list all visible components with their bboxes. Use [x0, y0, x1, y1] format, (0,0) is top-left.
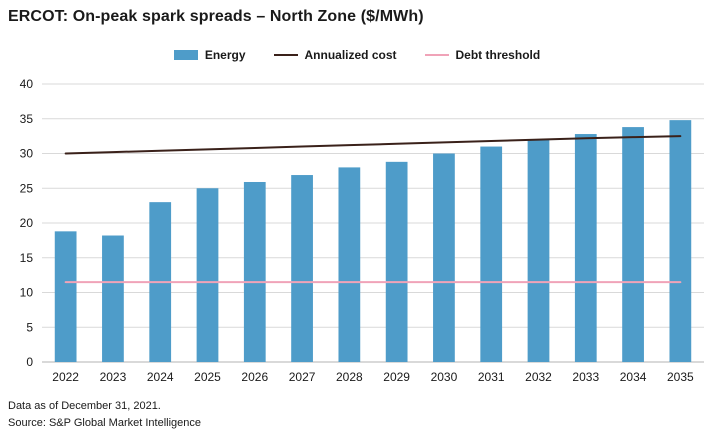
- legend-label-energy: Energy: [204, 48, 246, 62]
- y-tick-label: 20: [20, 216, 34, 230]
- chart-footer: Data as of December 31, 2021. Source: S&…: [8, 398, 201, 432]
- x-tick-label: 2032: [525, 370, 552, 384]
- y-tick-label: 25: [20, 181, 34, 195]
- bar: [54, 231, 77, 362]
- legend-label-debt-threshold: Debt threshold: [455, 48, 541, 62]
- y-tick-label: 40: [20, 77, 34, 91]
- y-tick-label: 10: [20, 286, 34, 300]
- page-title: ERCOT: On-peak spark spreads – North Zon…: [8, 8, 424, 25]
- y-tick-label: 35: [20, 112, 34, 126]
- bar: [291, 175, 313, 362]
- y-tick-label: 30: [20, 147, 34, 161]
- x-tick-label: 2022: [52, 370, 79, 384]
- annualized-cost-swatch: [273, 54, 298, 56]
- legend: Energy Annualized cost Debt threshold: [0, 48, 714, 62]
- y-tick-label: 15: [20, 251, 34, 265]
- bar: [669, 120, 692, 362]
- x-tick-label: 2034: [620, 370, 647, 384]
- x-tick-label: 2031: [478, 370, 505, 384]
- bar: [527, 139, 550, 362]
- x-tick-label: 2028: [336, 370, 363, 384]
- bar: [102, 235, 124, 362]
- y-tick-label: 0: [26, 355, 33, 369]
- legend-label-annualized-cost: Annualized cost: [304, 48, 397, 62]
- x-tick-label: 2026: [241, 370, 268, 384]
- x-tick-label: 2027: [289, 370, 316, 384]
- legend-item-energy: Energy: [173, 48, 246, 62]
- x-tick-label: 2029: [383, 370, 410, 384]
- bar: [622, 127, 644, 362]
- debt-threshold-swatch: [424, 54, 449, 56]
- annualized-cost-line: [64, 135, 682, 155]
- bar: [338, 167, 361, 362]
- x-tick-label: 2030: [431, 370, 458, 384]
- x-tick-label: 2024: [147, 370, 174, 384]
- x-tick-label: 2023: [100, 370, 127, 384]
- bar: [196, 188, 219, 362]
- footer-source: Source: S&P Global Market Intelligence: [8, 417, 202, 429]
- x-tick-label: 2033: [572, 370, 599, 384]
- x-tick-label: 2025: [194, 370, 221, 384]
- energy-swatch: [173, 50, 198, 60]
- legend-item-debt-threshold: Debt threshold: [424, 48, 541, 62]
- bar: [433, 153, 455, 362]
- legend-item-annualized-cost: Annualized cost: [273, 48, 397, 62]
- bar: [243, 181, 266, 362]
- bar: [574, 134, 597, 362]
- bar: [480, 146, 503, 362]
- x-tick-label: 2035: [667, 370, 694, 384]
- bar: [385, 161, 408, 362]
- footer-data-as-of: Data as of December 31, 2021.: [8, 400, 161, 412]
- y-tick-label: 5: [26, 320, 33, 334]
